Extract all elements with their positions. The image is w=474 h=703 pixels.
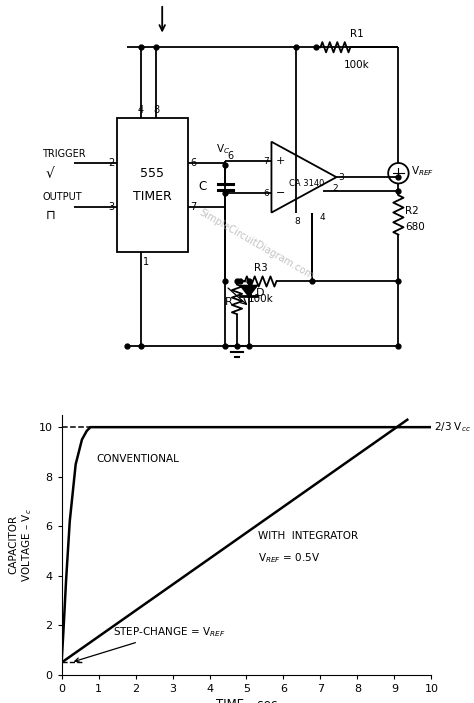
Text: 6: 6 xyxy=(263,188,269,198)
Text: TRIGGER: TRIGGER xyxy=(42,148,86,159)
Text: C: C xyxy=(198,181,206,193)
Text: 7: 7 xyxy=(263,157,269,166)
Text: V$_C$: V$_C$ xyxy=(216,142,230,155)
Text: 1: 1 xyxy=(143,257,149,266)
Text: 2: 2 xyxy=(332,183,338,193)
Text: 100k: 100k xyxy=(248,294,273,304)
Polygon shape xyxy=(240,285,257,297)
Text: 6: 6 xyxy=(191,158,197,169)
Text: CONVENTIONAL: CONVENTIONAL xyxy=(97,454,180,465)
Text: 8: 8 xyxy=(294,217,300,226)
Text: V$_{REF}$: V$_{REF}$ xyxy=(411,165,434,178)
Text: 2: 2 xyxy=(108,158,114,169)
Text: 100k: 100k xyxy=(344,60,370,70)
Y-axis label: CAPACITOR
VOLTAGE – V$_c$: CAPACITOR VOLTAGE – V$_c$ xyxy=(9,508,35,582)
Text: −: − xyxy=(276,188,285,198)
Text: 7: 7 xyxy=(191,202,197,212)
Text: R1: R1 xyxy=(350,29,364,39)
Text: √: √ xyxy=(46,167,55,181)
Text: 4: 4 xyxy=(137,105,144,115)
Text: TIMER: TIMER xyxy=(133,191,172,203)
Text: V$_{REF}$ = 0.5V: V$_{REF}$ = 0.5V xyxy=(257,552,319,565)
X-axis label: TIME – sec: TIME – sec xyxy=(216,698,277,703)
Text: 3: 3 xyxy=(338,173,344,181)
Text: OUTPUT: OUTPUT xyxy=(42,192,82,202)
Text: CA 3140: CA 3140 xyxy=(290,179,325,188)
Text: SimpleCircuitDiagram.com: SimpleCircuitDiagram.com xyxy=(198,207,316,281)
Text: 555: 555 xyxy=(140,167,164,180)
Text: R2: R2 xyxy=(405,206,419,216)
Text: +: + xyxy=(276,156,285,166)
Text: 8: 8 xyxy=(153,105,159,115)
Text: ⊓: ⊓ xyxy=(46,209,56,222)
Text: 6: 6 xyxy=(227,151,233,162)
Text: 3: 3 xyxy=(108,202,114,212)
Text: STEP-CHANGE = V$_{REF}$: STEP-CHANGE = V$_{REF}$ xyxy=(75,625,226,662)
Text: 15V = V$_{CC}$: 15V = V$_{CC}$ xyxy=(167,0,222,2)
Text: R3: R3 xyxy=(254,263,267,273)
FancyBboxPatch shape xyxy=(117,118,188,252)
Text: WITH  INTEGRATOR: WITH INTEGRATOR xyxy=(257,531,358,541)
Text: R: R xyxy=(225,297,232,307)
Text: 4: 4 xyxy=(319,212,325,221)
Text: D: D xyxy=(256,288,264,297)
Text: 2/3 V$_{cc}$: 2/3 V$_{cc}$ xyxy=(434,420,471,434)
Text: 680: 680 xyxy=(405,221,425,232)
